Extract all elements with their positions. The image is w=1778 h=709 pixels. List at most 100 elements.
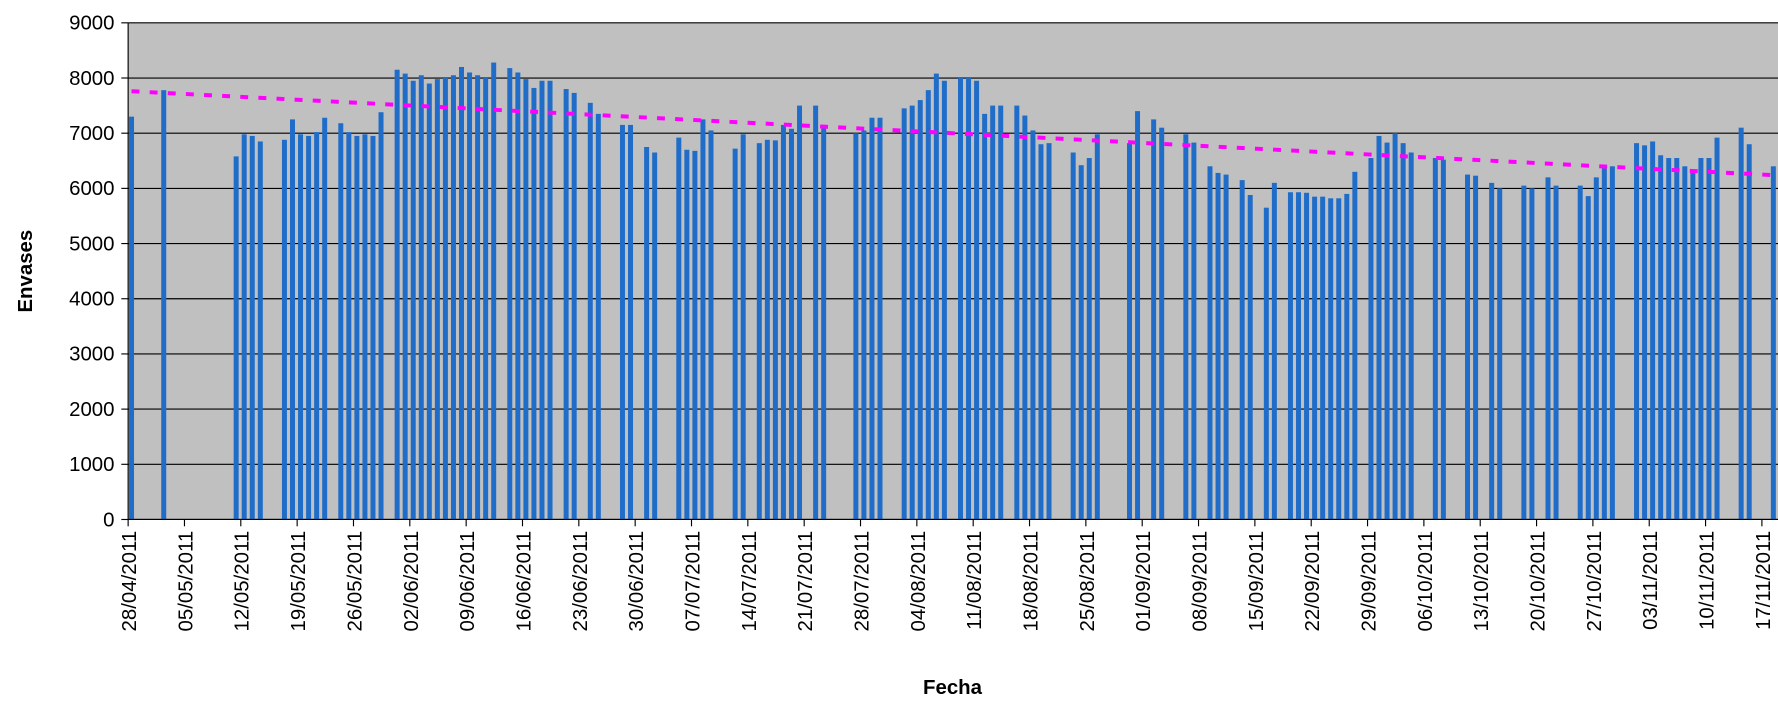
- bar: [483, 78, 489, 520]
- bar: [1263, 207, 1269, 520]
- bar: [378, 112, 384, 520]
- bar: [1014, 105, 1020, 520]
- bar: [933, 73, 939, 520]
- bar: [998, 105, 1004, 520]
- bar: [290, 119, 295, 520]
- x-tick-label: 10/11/2011: [1697, 531, 1719, 630]
- x-tick-label: 12/05/2011: [232, 531, 254, 632]
- bar: [523, 79, 529, 520]
- bar: [257, 141, 263, 520]
- x-tick-label: 29/09/2011: [1358, 531, 1380, 632]
- bar: [1384, 142, 1390, 520]
- y-tick-label: 0: [103, 509, 114, 531]
- bar: [1030, 130, 1036, 520]
- bar: [426, 83, 432, 520]
- bar: [402, 73, 408, 520]
- bar: [1271, 182, 1277, 520]
- x-tick-label: 15/09/2011: [1246, 531, 1268, 632]
- bar: [1038, 144, 1044, 520]
- bar: [547, 80, 553, 520]
- bar: [1746, 144, 1752, 520]
- bar: [917, 100, 923, 520]
- bar: [1666, 158, 1672, 520]
- x-tick-label: 23/06/2011: [570, 531, 592, 632]
- bar: [692, 150, 698, 520]
- bar: [732, 148, 738, 520]
- bar: [475, 75, 481, 520]
- bar: [1135, 111, 1141, 520]
- bar: [1247, 195, 1253, 520]
- bar: [515, 72, 521, 520]
- bar: [652, 152, 658, 520]
- x-tick-label: 25/08/2011: [1077, 531, 1099, 632]
- bar: [1521, 185, 1527, 520]
- bar: [1634, 143, 1640, 520]
- bar: [1497, 188, 1503, 520]
- bar: [1376, 135, 1382, 520]
- bar: [531, 87, 537, 520]
- x-tick-label: 18/08/2011: [1020, 531, 1042, 632]
- bar: [1183, 134, 1189, 520]
- bar: [901, 108, 907, 520]
- bar: [813, 105, 819, 520]
- bar: [1296, 192, 1302, 520]
- bar: [1440, 159, 1446, 520]
- y-tick-label: 4000: [69, 289, 114, 311]
- bar: [595, 113, 601, 520]
- bar: [982, 113, 988, 520]
- x-tick-label: 17/11/2011: [1753, 531, 1775, 630]
- bar: [780, 124, 786, 520]
- x-tick-label: 03/11/2011: [1640, 531, 1662, 630]
- y-tick-label: 2000: [69, 399, 114, 421]
- y-tick-label: 5000: [69, 233, 114, 255]
- bar: [1239, 180, 1245, 520]
- bar: [322, 117, 328, 520]
- bar: [563, 89, 569, 520]
- bar: [684, 149, 690, 520]
- bar: [491, 62, 497, 520]
- bar: [587, 102, 593, 520]
- bar: [1473, 175, 1479, 520]
- bar: [990, 105, 996, 520]
- bar: [1642, 145, 1648, 520]
- bar: [1690, 171, 1696, 520]
- y-tick-label: 9000: [69, 13, 114, 35]
- bar: [1344, 193, 1350, 520]
- y-tick-label: 1000: [69, 454, 114, 476]
- bar: [1432, 158, 1438, 520]
- bar: [1070, 152, 1076, 520]
- bar: [619, 124, 625, 520]
- bar: [821, 124, 827, 520]
- bar: [941, 80, 947, 520]
- x-tick-label: 28/04/2011: [119, 531, 141, 632]
- bar: [1392, 133, 1398, 520]
- bar: [700, 119, 706, 520]
- bar: [1714, 137, 1720, 520]
- bar: [1545, 177, 1551, 520]
- y-axis-title: Envases: [15, 230, 37, 313]
- bar: [1400, 143, 1406, 520]
- bar: [708, 130, 714, 520]
- bar: [1127, 143, 1132, 520]
- x-tick-label: 27/10/2011: [1584, 531, 1606, 632]
- bar: [772, 140, 778, 520]
- x-tick-label: 13/10/2011: [1471, 531, 1493, 632]
- bar: [797, 105, 803, 520]
- bar: [861, 130, 867, 520]
- x-tick-label: 04/08/2011: [908, 531, 930, 632]
- bar: [764, 139, 770, 520]
- bar: [1601, 167, 1607, 520]
- bar: [740, 134, 746, 520]
- bar: [1593, 177, 1599, 520]
- x-tick-label: 16/06/2011: [513, 531, 535, 632]
- bar: [306, 135, 312, 520]
- bar: [869, 117, 875, 520]
- bar: [1658, 155, 1664, 520]
- bar: [1738, 127, 1744, 520]
- bar: [281, 139, 287, 520]
- bar: [354, 135, 360, 520]
- bar: [877, 117, 883, 520]
- bar: [1207, 166, 1213, 520]
- bar: [1223, 174, 1229, 520]
